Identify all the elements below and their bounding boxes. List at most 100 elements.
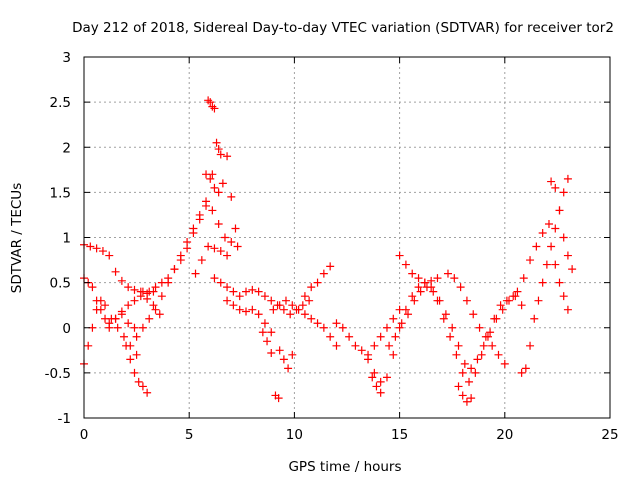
data-point (130, 296, 139, 305)
y-tick-label: -0.5 (45, 366, 71, 382)
data-point (235, 305, 244, 314)
data-point (486, 328, 495, 337)
series-track-d (122, 341, 152, 397)
data-point (448, 323, 457, 332)
data-point (530, 314, 539, 323)
data-point (214, 188, 223, 197)
data-point (288, 301, 297, 310)
data-point (467, 394, 476, 403)
data-point (260, 292, 269, 301)
data-point (416, 287, 425, 296)
data-point (155, 310, 164, 319)
data-point (206, 174, 215, 183)
series-track-j (204, 96, 225, 159)
data-point (462, 296, 471, 305)
data-point (254, 310, 263, 319)
data-point (214, 145, 223, 154)
data-point (151, 305, 160, 314)
series-track-i (202, 152, 240, 233)
series-track-u (385, 283, 526, 373)
data-point (351, 341, 360, 350)
series-track-z (513, 219, 553, 296)
data-point (338, 323, 347, 332)
series-track-o (275, 346, 297, 373)
data-point (227, 192, 236, 201)
series-track-r (332, 305, 404, 359)
data-point (92, 305, 101, 314)
data-point (279, 305, 288, 314)
series-track-f (132, 201, 242, 341)
series-track-h (191, 242, 232, 278)
data-point (517, 301, 526, 310)
data-point (452, 350, 461, 359)
data-point (479, 341, 488, 350)
series-track-t (368, 373, 385, 397)
data-point (446, 332, 455, 341)
data-point (88, 283, 97, 292)
data-point (551, 224, 560, 233)
data-point (401, 260, 410, 269)
data-point (130, 368, 139, 377)
data-point (119, 332, 128, 341)
data-point (395, 323, 404, 332)
data-point (267, 349, 276, 358)
data-point (414, 274, 423, 283)
data-point (368, 373, 377, 382)
data-point (216, 278, 225, 287)
chart-title: Day 212 of 2018, Sidereal Day-to-day VTE… (72, 20, 614, 36)
data-point (84, 341, 93, 350)
data-point (376, 332, 385, 341)
y-tick-label: 3 (62, 50, 71, 66)
data-point (391, 332, 400, 341)
data-point (231, 224, 240, 233)
grid-lines (84, 57, 610, 418)
data-point (559, 233, 568, 242)
data-point (313, 278, 322, 287)
y-tick-label: 2 (62, 140, 71, 156)
data-point (385, 341, 394, 350)
data-point (542, 260, 551, 269)
data-point (521, 364, 530, 373)
data-point (300, 292, 309, 301)
data-point (117, 276, 126, 285)
x-axis-label: GPS time / hours (288, 459, 401, 475)
y-tick-label: 1 (62, 231, 71, 247)
data-point (229, 287, 238, 296)
data-point (395, 251, 404, 260)
data-point (138, 382, 147, 391)
data-point (96, 296, 105, 305)
series-track-w (443, 269, 509, 368)
data-point (202, 170, 211, 179)
data-point (517, 368, 526, 377)
data-point (202, 197, 211, 206)
data-point (505, 296, 514, 305)
data-point (467, 364, 476, 373)
data-point (216, 150, 225, 159)
data-point (526, 341, 535, 350)
data-point (441, 310, 450, 319)
data-point (284, 364, 293, 373)
data-point (563, 174, 572, 183)
data-point (105, 251, 114, 260)
data-point (227, 238, 236, 247)
data-point (547, 242, 556, 251)
data-points (80, 96, 577, 406)
data-point (559, 292, 568, 301)
data-point (526, 256, 535, 265)
data-point (465, 377, 474, 386)
data-point (223, 251, 232, 260)
data-point (496, 301, 505, 310)
y-tick-label: 1.5 (50, 185, 71, 201)
y-tick-label: 2.5 (50, 95, 71, 111)
data-point (563, 305, 572, 314)
data-point (130, 323, 139, 332)
data-point (538, 228, 547, 237)
data-point (130, 285, 139, 294)
data-point (248, 285, 257, 294)
data-point (307, 314, 316, 323)
data-point (471, 368, 480, 377)
data-point (473, 355, 482, 364)
data-point (126, 355, 135, 364)
data-point (92, 244, 101, 253)
